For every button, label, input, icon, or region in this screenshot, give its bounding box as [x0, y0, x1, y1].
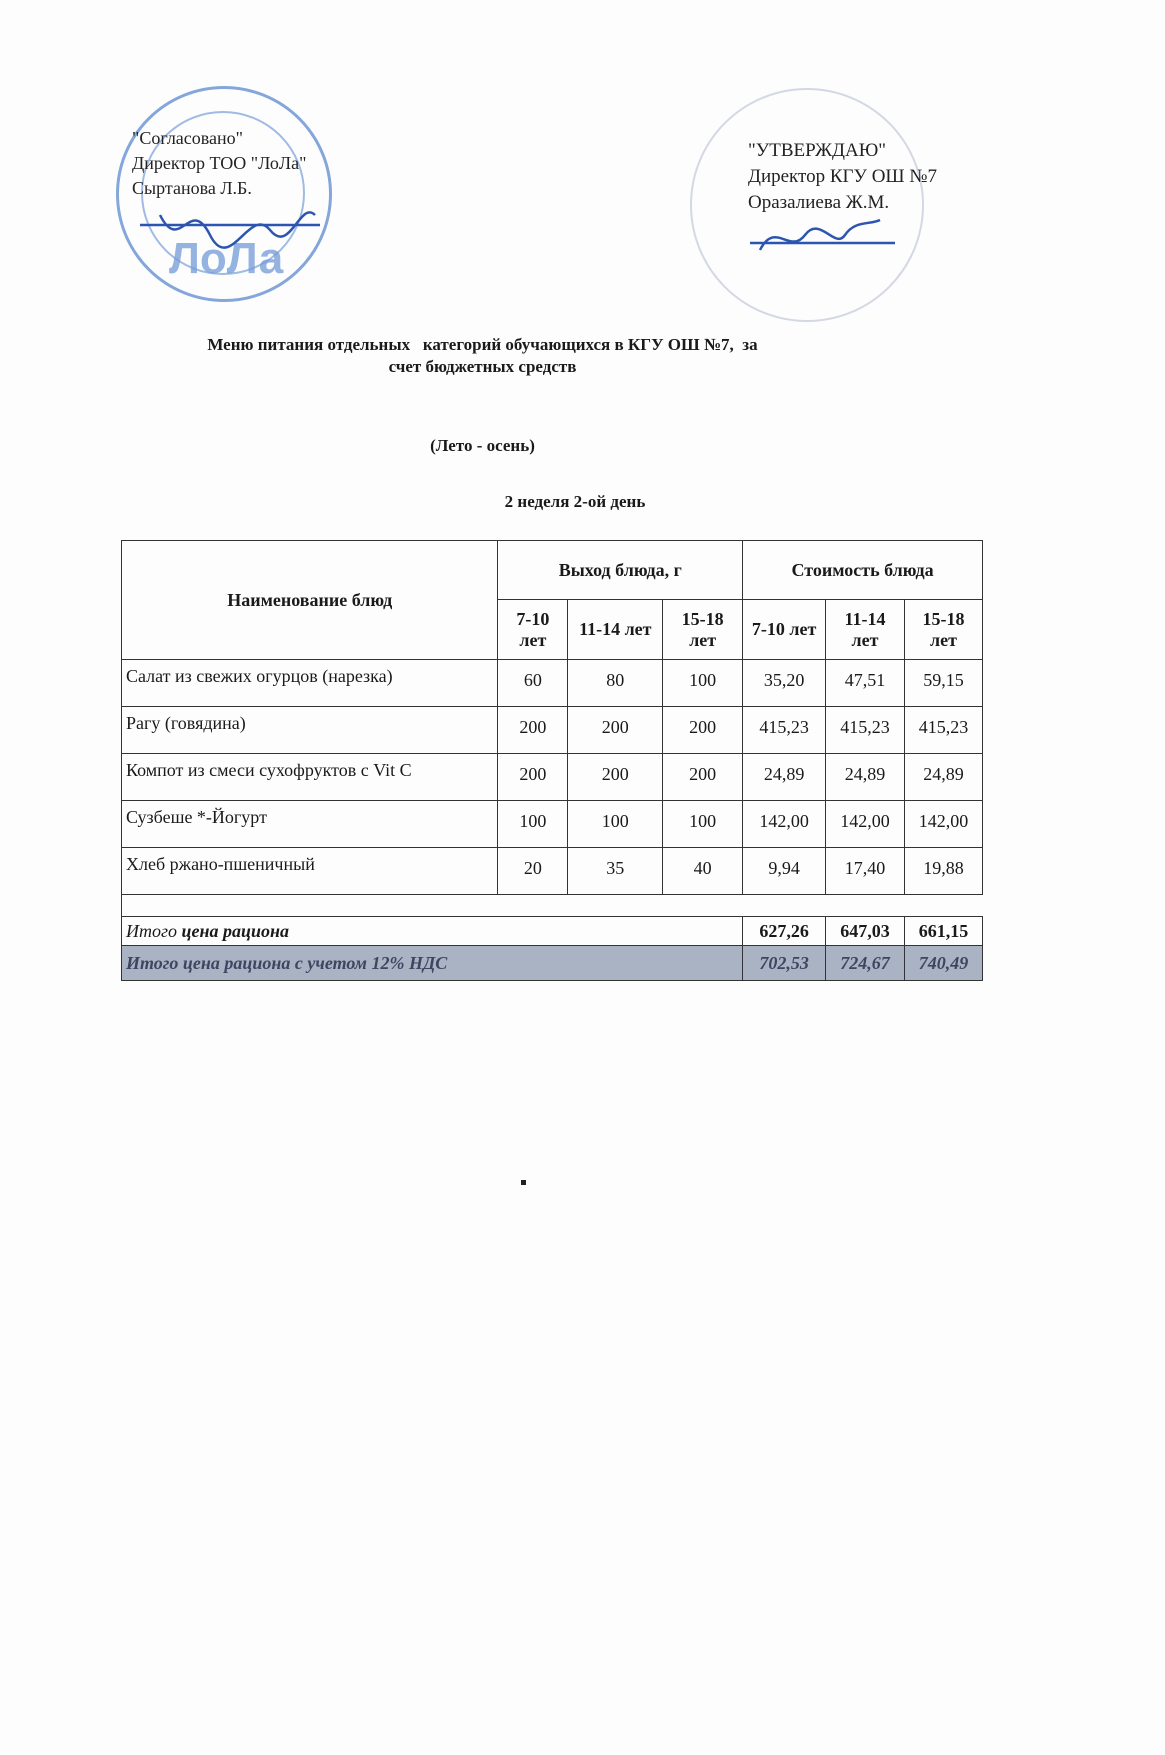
header-age: 7-10 лет	[742, 599, 827, 660]
cell: 415,23	[904, 706, 983, 754]
header-dish-name: Наименование блюд	[120, 540, 499, 660]
cell: 24,89	[904, 753, 983, 801]
header-age: 11-14 лет	[825, 599, 905, 660]
total-cell: 647,03	[825, 916, 905, 946]
total-cell: 661,15	[904, 916, 983, 946]
cell: 59,15	[904, 659, 983, 707]
cell: 200	[662, 753, 744, 801]
season-label: (Лето - осень)	[430, 436, 535, 455]
approval-left-status: "Согласовано"	[132, 128, 244, 148]
approval-right-person: Оразалиева Ж.М.	[748, 192, 890, 213]
table-row: Хлеб ржано-пшеничный 20 35 40 9,94 17,40…	[120, 847, 983, 895]
cell: 9,94	[742, 847, 827, 895]
cell: 24,89	[742, 753, 827, 801]
cell: 200	[662, 706, 744, 754]
day-label: 2 неделя 2-ой день	[504, 492, 646, 511]
stamp-right	[690, 88, 924, 322]
approval-left: "Согласовано" Директор ТОО "ЛоЛа" Сыртан…	[132, 126, 306, 201]
header-age: 15-18 лет	[662, 599, 744, 660]
header-age: 11-14 лет	[567, 599, 664, 660]
total-vat-cell: 724,67	[825, 945, 905, 981]
table-row: Сузбеше *-Йогурт 100 100 100 142,00 142,…	[120, 800, 983, 848]
dish-name: Хлеб ржано-пшеничный	[120, 847, 499, 895]
table-row: Салат из свежих огурцов (нарезка) 60 80 …	[120, 659, 983, 707]
cell: 19,88	[904, 847, 983, 895]
cell: 60	[497, 659, 569, 707]
total-label: Итого цена рациона	[120, 916, 744, 946]
total-vat-label: Итого цена рациона с учетом 12% НДС	[120, 945, 744, 981]
empty-row	[121, 894, 983, 917]
total-row: Итого цена рациона 627,26 647,03 661,15	[120, 916, 983, 946]
table-row: Рагу (говядина) 200 200 200 415,23 415,2…	[120, 706, 983, 754]
dish-name: Компот из смеси сухофруктов с Vit C	[120, 753, 499, 801]
signature-left	[140, 211, 320, 249]
cell: 415,23	[742, 706, 827, 754]
header-yield: Выход блюда, г	[497, 540, 744, 600]
header-cost: Стоимость блюда	[742, 540, 983, 600]
approval-right-position: Директор КГУ ОШ №7	[748, 166, 937, 187]
cell: 142,00	[742, 800, 827, 848]
dish-name: Салат из свежих огурцов (нарезка)	[120, 659, 499, 707]
cell: 200	[567, 706, 664, 754]
cell: 100	[662, 800, 744, 848]
approval-right-status: "УТВЕРЖДАЮ"	[748, 140, 886, 161]
dot-mark	[521, 1180, 526, 1185]
cell: 100	[497, 800, 569, 848]
menu-title-line2: счет бюджетных средств	[388, 357, 577, 376]
total-label-b: цена рациона	[177, 920, 290, 941]
menu-table: Наименование блюд Выход блюда, г Стоимос…	[120, 540, 983, 981]
total-vat-row: Итого цена рациона с учетом 12% НДС 702,…	[120, 945, 983, 981]
cell: 17,40	[825, 847, 905, 895]
cell: 24,89	[825, 753, 905, 801]
header-age: 7-10 лет	[497, 599, 569, 660]
cell: 47,51	[825, 659, 905, 707]
approval-left-position: Директор ТОО "ЛоЛа"	[132, 153, 307, 173]
total-cell: 627,26	[742, 916, 827, 946]
cell: 142,00	[825, 800, 905, 848]
cell: 80	[567, 659, 664, 707]
cell: 100	[567, 800, 664, 848]
cell: 35,20	[742, 659, 827, 707]
cell: 200	[567, 753, 664, 801]
cell: 200	[497, 753, 569, 801]
stamp-logo-text: ЛоЛа	[169, 234, 284, 283]
approval-left-person: Сыртанова Л.Б.	[132, 178, 252, 198]
total-vat-cell: 740,49	[904, 945, 983, 981]
cell: 100	[662, 659, 744, 707]
cell: 415,23	[825, 706, 905, 754]
cell: 20	[497, 847, 569, 895]
cell: 35	[567, 847, 664, 895]
cell: 200	[497, 706, 569, 754]
menu-title-line1: Меню питания отдельных категорий обучающ…	[207, 335, 758, 354]
stamp-left: ЛоЛа	[116, 86, 332, 302]
approval-right: "УТВЕРЖДАЮ" Директор КГУ ОШ №7 Оразалиев…	[748, 138, 937, 216]
total-label-a: Итого	[126, 920, 178, 941]
menu-title: Меню питания отдельных категорий обучающ…	[0, 334, 965, 378]
dish-name: Рагу (говядина)	[120, 706, 499, 754]
cell: 142,00	[904, 800, 983, 848]
table-row: Компот из смеси сухофруктов с Vit C 200 …	[120, 753, 983, 801]
cell: 40	[662, 847, 744, 895]
total-vat-cell: 702,53	[742, 945, 827, 981]
header-age: 15-18 лет	[904, 599, 983, 660]
signature-right	[750, 218, 895, 251]
dish-name: Сузбеше *-Йогурт	[120, 800, 499, 848]
